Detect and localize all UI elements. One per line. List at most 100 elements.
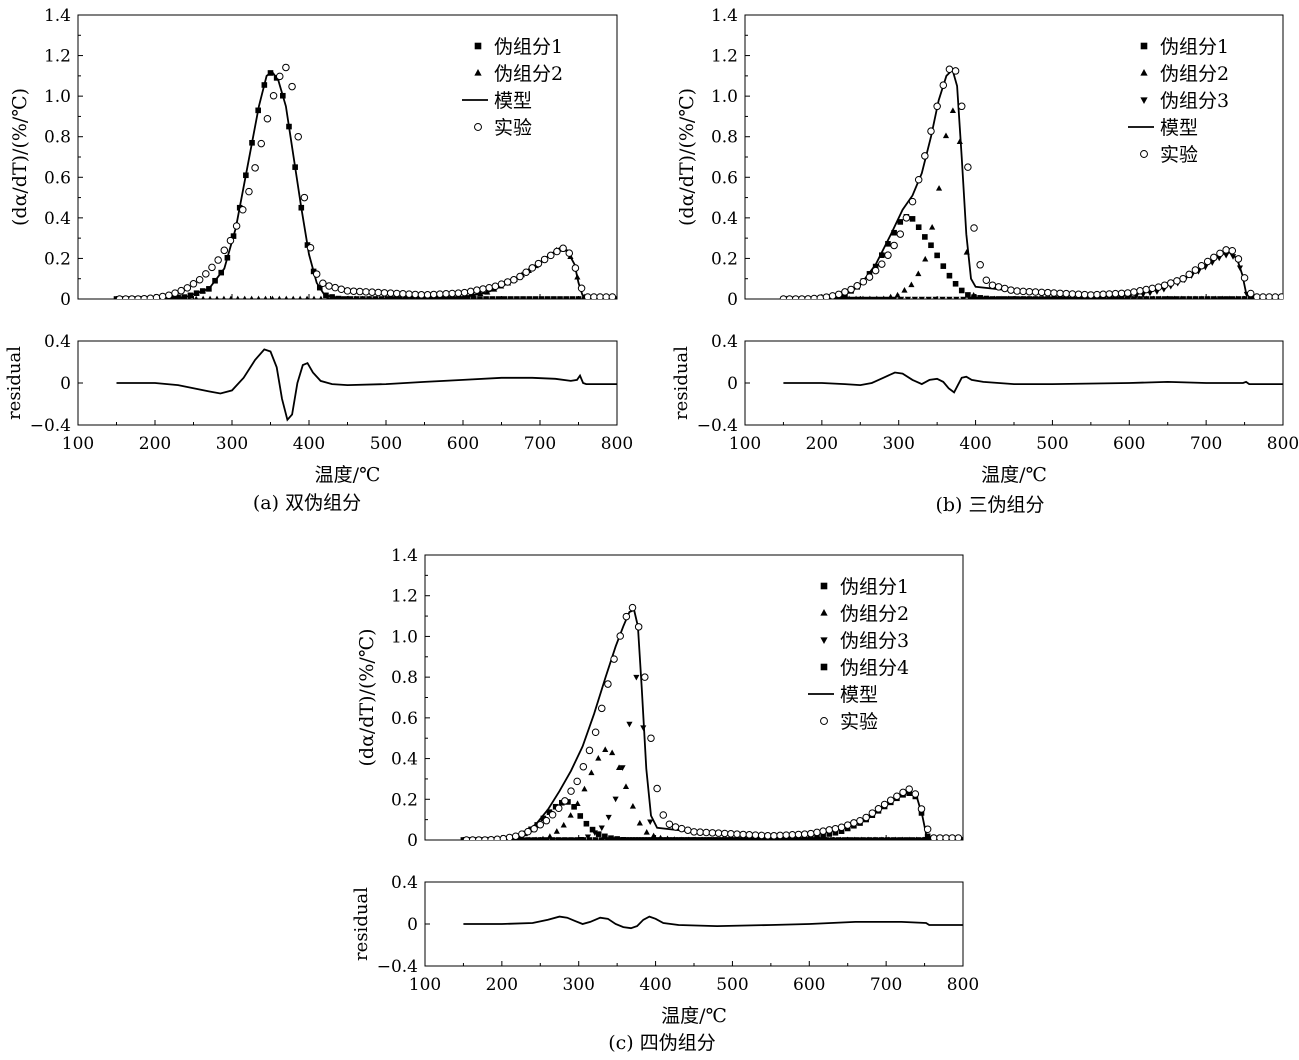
data-marker (1050, 289, 1058, 297)
data-marker (804, 295, 812, 299)
y-tick-label: 0.8 (44, 128, 71, 148)
data-marker (1063, 296, 1071, 299)
residual-y-tick-label: 0 (407, 915, 418, 935)
data-marker (622, 783, 630, 790)
data-marker (528, 264, 537, 272)
data-marker (553, 247, 561, 256)
data-marker (833, 837, 841, 840)
legend-label: 模型 (1160, 117, 1198, 139)
data-marker (193, 290, 200, 296)
x-tick-label: 200 (139, 434, 171, 454)
data-marker (514, 296, 520, 299)
data-marker (591, 830, 598, 837)
data-marker (992, 295, 997, 299)
data-marker (703, 837, 710, 840)
data-marker (286, 123, 292, 130)
data-marker (1117, 295, 1121, 299)
data-marker (629, 803, 636, 809)
x-tick-label: 500 (716, 975, 748, 995)
data-marker (434, 296, 440, 299)
data-marker (1006, 295, 1011, 299)
data-marker (690, 828, 698, 836)
data-marker (642, 837, 648, 840)
data-marker (879, 252, 885, 258)
data-marker (881, 295, 886, 299)
data-marker (562, 837, 568, 840)
data-marker (608, 293, 617, 299)
data-marker (384, 296, 391, 299)
data-marker (540, 815, 547, 822)
legend-marker (820, 637, 828, 644)
residual-y-tick-label: −0.4 (30, 416, 71, 436)
x-axis-label: 温度/℃ (661, 1005, 727, 1027)
data-marker (284, 295, 289, 299)
data-marker (1228, 246, 1237, 255)
data-marker (440, 296, 446, 299)
data-marker (553, 828, 560, 834)
data-marker (1216, 249, 1224, 258)
legend-label: 伪组分1 (840, 576, 909, 598)
data-marker (622, 612, 631, 621)
data-marker (1248, 295, 1253, 299)
data-marker (372, 296, 379, 299)
data-marker (1034, 295, 1038, 299)
x-tick-label: 700 (870, 975, 902, 995)
y-axis-label: (dα/dT)/(%/℃) (356, 629, 378, 767)
data-marker (946, 272, 953, 279)
residual-y-tick-label: −0.4 (377, 957, 418, 977)
data-marker (958, 287, 965, 294)
panel-caption: (c) 四伪组分 (608, 1032, 716, 1054)
data-marker (534, 259, 543, 268)
data-marker (1246, 289, 1255, 298)
data-marker (304, 242, 311, 248)
data-marker (620, 836, 627, 840)
y-tick-label: 0.2 (711, 249, 738, 269)
data-marker (645, 837, 651, 840)
data-marker (294, 132, 302, 141)
data-marker (544, 296, 551, 299)
data-marker (532, 296, 539, 299)
data-marker (536, 820, 545, 829)
series-伪组分3 (460, 674, 963, 840)
data-marker (546, 809, 553, 815)
data-marker (870, 296, 877, 299)
data-marker (222, 295, 226, 299)
data-marker (235, 295, 240, 299)
data-marker (915, 224, 922, 230)
data-marker (551, 296, 557, 299)
data-marker (764, 832, 772, 840)
data-marker (896, 230, 905, 238)
y-tick-label: 0.4 (44, 209, 71, 229)
residual-axis-label: residual (351, 887, 372, 961)
data-marker (1210, 253, 1218, 262)
residual-axis-label: residual (4, 346, 25, 420)
data-marker (672, 837, 679, 840)
data-marker (503, 278, 512, 286)
data-marker (277, 295, 282, 299)
data-marker (146, 294, 155, 299)
data-marker (1123, 295, 1128, 299)
legend-label: 模型 (494, 90, 532, 112)
data-marker (187, 295, 192, 299)
data-marker (1222, 246, 1230, 254)
data-marker (263, 295, 268, 299)
data-marker (269, 91, 278, 100)
data-marker (897, 219, 904, 225)
data-marker (1022, 296, 1029, 299)
legend-item: 伪组分2 (474, 63, 563, 85)
data-marker (1213, 295, 1218, 299)
data-marker (856, 296, 863, 299)
data-marker (473, 286, 481, 294)
data-marker (224, 254, 231, 261)
data-marker (511, 832, 520, 840)
main-data-group (113, 63, 617, 299)
data-marker (561, 797, 569, 805)
data-marker (728, 837, 734, 840)
data-marker (785, 295, 794, 299)
data-marker (733, 830, 741, 838)
data-marker (1015, 296, 1022, 299)
data-marker (629, 837, 636, 840)
data-marker (1185, 270, 1193, 279)
data-marker (900, 836, 905, 840)
data-marker (891, 229, 897, 236)
